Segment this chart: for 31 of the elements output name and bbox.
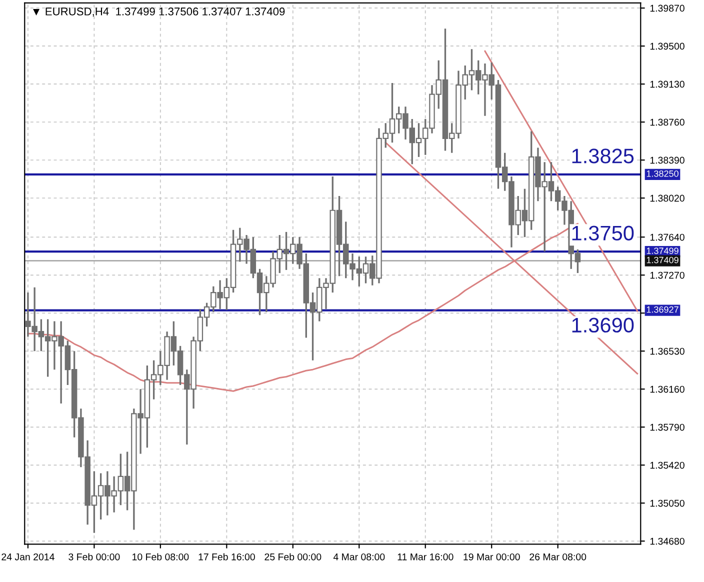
y-tick-label: 1.37640 [650,234,684,241]
x-tick-label: 4 Mar 08:00 [333,553,385,560]
annotation: 1.3750 [572,226,634,240]
x-tick-label: 24 Jan 2014 [2,553,54,560]
ref-line-label: 1.37499 [646,248,678,254]
y-tick-label: 1.39130 [650,80,684,88]
ref-line-label: 1.38250 [646,170,678,177]
x-tick-label: 25 Feb 00:00 [264,553,322,560]
ref-line-label: 1.37409 [646,256,678,264]
y-tick-label: 1.34680 [650,538,684,545]
y-tick-label: 1.35420 [650,462,684,469]
x-tick-label: 26 Mar 08:00 [530,553,586,560]
x-tick-label: 3 Feb 00:00 [68,553,120,560]
annotation: 1.3825 [572,148,634,164]
x-tick-label: 11 Mar 16:00 [398,553,454,560]
x-tick-label: 10 Feb 08:00 [132,553,189,560]
y-tick-label: 1.35790 [650,424,684,431]
y-tick-label: 1.38020 [650,194,684,202]
y-tick-label: 1.39870 [650,4,684,12]
y-tick-label: 1.36530 [650,348,684,355]
y-tick-label: 1.38760 [650,118,684,126]
chart-title: ▼ EURUSD,H4 1.37499 1.37506 1.37407 1.37409 [33,8,285,17]
y-tick-label: 1.38390 [650,156,684,164]
x-tick-label: 17 Feb 16:00 [198,553,255,560]
y-tick-label: 1.39500 [650,42,684,50]
ref-line-label: 1.36927 [646,306,678,313]
y-tick-label: 1.35050 [650,500,684,507]
annotation: 1.3690 [572,318,634,333]
x-tick-label: 19 Mar 00:00 [464,553,520,560]
y-tick-label: 1.37270 [650,272,684,279]
y-tick-label: 1.36160 [650,386,684,393]
